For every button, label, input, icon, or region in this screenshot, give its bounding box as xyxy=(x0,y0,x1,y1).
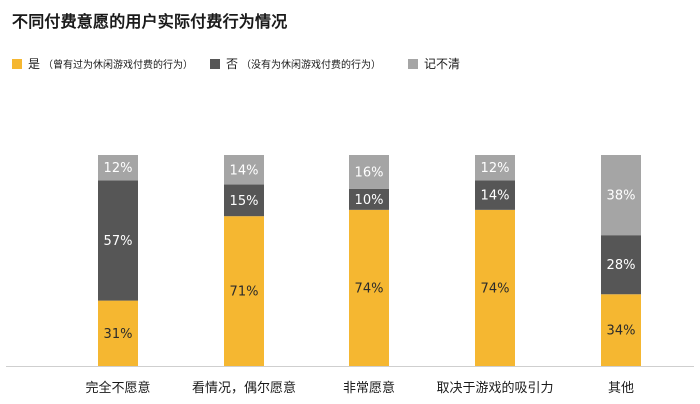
legend-item-yes: 是 （曾有过为休闲游戏付费的行为） xyxy=(12,55,193,72)
legend-note-no: （没有为休闲游戏付费的行为） xyxy=(241,60,382,71)
bar-segment-unsure-0 xyxy=(98,155,138,181)
bar-segment-no-4 xyxy=(601,235,641,295)
data-label-unsure-3: 12% xyxy=(481,161,510,176)
data-label-yes-1: 71% xyxy=(230,285,259,300)
bar-segment-yes-2 xyxy=(349,209,389,366)
data-label-no-4: 28% xyxy=(607,258,636,273)
category-label-3: 取决于游戏的吸引力 xyxy=(436,380,553,396)
data-label-unsure-1: 14% xyxy=(230,163,259,178)
legend-item-unsure: 记不清 xyxy=(408,55,460,72)
bar-segment-yes-3 xyxy=(475,209,515,366)
data-label-no-2: 10% xyxy=(355,193,384,208)
bar-segment-no-3 xyxy=(475,180,515,210)
chart-title: 不同付费意愿的用户实际付费行为情况 xyxy=(12,12,288,31)
category-label-0: 完全不愿意 xyxy=(85,380,150,396)
legend-swatch-yes xyxy=(12,58,22,69)
legend-label-unsure: 记不清 xyxy=(424,57,461,71)
data-label-yes-3: 74% xyxy=(481,281,510,296)
category-label-1: 看情况，偶尔愿意 xyxy=(192,380,296,396)
legend: 是 （曾有过为休闲游戏付费的行为） 否 （没有为休闲游戏付费的行为） 记不清 xyxy=(12,55,692,73)
bar-segment-no-1 xyxy=(224,184,264,217)
category-label-2: 非常愿意 xyxy=(343,380,395,396)
bar-segment-unsure-4 xyxy=(601,155,641,236)
bar-segment-yes-4 xyxy=(601,294,641,366)
bar-segment-unsure-1 xyxy=(224,155,264,185)
data-label-unsure-0: 12% xyxy=(104,161,133,176)
legend-note-yes: （曾有过为休闲游戏付费的行为） xyxy=(43,60,194,71)
data-label-yes-4: 34% xyxy=(607,324,636,339)
legend-swatch-unsure xyxy=(408,58,418,69)
data-label-yes-2: 74% xyxy=(355,281,384,296)
data-label-yes-0: 31% xyxy=(104,327,133,342)
data-label-no-3: 14% xyxy=(481,189,510,204)
legend-item-no: 否 （没有为休闲游戏付费的行为） xyxy=(210,55,381,72)
bar-segment-yes-0 xyxy=(98,300,138,366)
bar-segment-unsure-3 xyxy=(475,155,515,181)
category-label-4: 其他 xyxy=(608,381,634,396)
data-label-no-1: 15% xyxy=(230,194,259,209)
data-label-no-0: 57% xyxy=(104,234,133,249)
bar-segment-yes-1 xyxy=(224,216,264,366)
legend-swatch-no xyxy=(210,58,220,69)
legend-label-yes: 是 xyxy=(28,57,41,71)
legend-label-no: 否 xyxy=(226,57,239,71)
bar-segment-no-2 xyxy=(349,188,389,210)
data-label-unsure-4: 38% xyxy=(607,189,636,204)
bar-segment-no-0 xyxy=(98,180,138,301)
data-label-unsure-2: 16% xyxy=(355,165,384,180)
bar-segment-unsure-2 xyxy=(349,155,389,189)
